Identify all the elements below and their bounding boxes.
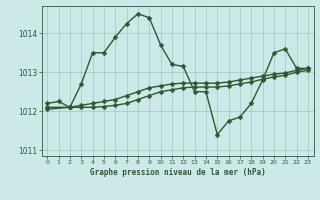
X-axis label: Graphe pression niveau de la mer (hPa): Graphe pression niveau de la mer (hPa) xyxy=(90,168,266,177)
